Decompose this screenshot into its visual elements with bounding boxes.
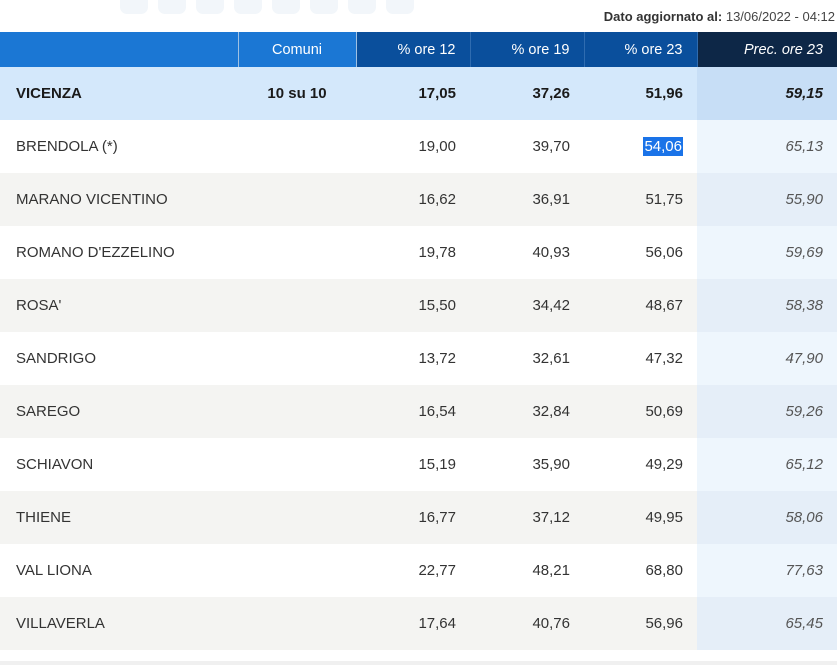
municipality-comuni [238, 544, 356, 597]
municipality-prec: 65,13 [697, 120, 837, 173]
municipality-ore-12: 19,00 [356, 120, 470, 173]
municipality-name: ROMANO D'EZZELINO [0, 226, 238, 279]
municipality-prec: 47,90 [697, 332, 837, 385]
municipality-ore-12: 16,77 [356, 491, 470, 544]
municipality-ore-12: 17,64 [356, 597, 470, 650]
municipality-name: SAREGO [0, 385, 238, 438]
municipality-comuni [238, 438, 356, 491]
municipality-ore-12: 16,62 [356, 173, 470, 226]
table-row[interactable]: VAL LIONA 22,77 48,21 68,80 77,63 [0, 544, 837, 597]
municipality-ore-23: 49,95 [584, 491, 697, 544]
municipality-ore-12: 19,78 [356, 226, 470, 279]
municipality-prec: 59,26 [697, 385, 837, 438]
municipality-prec: 65,12 [697, 438, 837, 491]
municipality-prec: 58,38 [697, 279, 837, 332]
municipality-name: VAL LIONA [0, 544, 238, 597]
municipality-ore-23: 54,06 [584, 120, 697, 173]
municipality-ore-19: 34,42 [470, 279, 584, 332]
municipality-ore-19: 40,93 [470, 226, 584, 279]
municipality-name: VILLAVERLA [0, 597, 238, 650]
table-row[interactable]: ROMANO D'EZZELINO 19,78 40,93 56,06 59,69 [0, 226, 837, 279]
table-row[interactable]: THIENE 16,77 37,12 49,95 58,06 [0, 491, 837, 544]
header-ore-12[interactable]: % ore 12 [356, 32, 471, 67]
province-ore-23: 51,96 [584, 67, 697, 120]
header-ore-19[interactable]: % ore 19 [470, 32, 585, 67]
header-comuni[interactable]: Comuni [238, 32, 357, 67]
municipality-ore-19: 48,21 [470, 544, 584, 597]
table-row[interactable]: SAREGO 16,54 32,84 50,69 59,26 [0, 385, 837, 438]
municipality-ore-23: 50,69 [584, 385, 697, 438]
municipality-prec: 59,69 [697, 226, 837, 279]
municipality-comuni [238, 332, 356, 385]
municipality-ore-23: 48,67 [584, 279, 697, 332]
turnout-table: Comuni % ore 12 % ore 19 % ore 23 Prec. … [0, 32, 837, 650]
table-row[interactable]: VILLAVERLA 17,64 40,76 56,96 65,45 [0, 597, 837, 650]
municipality-comuni [238, 597, 356, 650]
municipality-prec: 55,90 [697, 173, 837, 226]
table-header-row: Comuni % ore 12 % ore 19 % ore 23 Prec. … [0, 32, 837, 67]
municipality-ore-12: 13,72 [356, 332, 470, 385]
municipality-ore-23: 56,96 [584, 597, 697, 650]
last-updated-value: 13/06/2022 - 04:12 [725, 9, 835, 24]
municipality-ore-12: 22,77 [356, 544, 470, 597]
province-prec: 59,15 [697, 67, 837, 120]
table-bottom-border [0, 661, 837, 665]
municipality-name: MARANO VICENTINO [0, 173, 238, 226]
municipality-ore-19: 39,70 [470, 120, 584, 173]
municipality-ore-12: 15,19 [356, 438, 470, 491]
municipality-ore-12: 15,50 [356, 279, 470, 332]
header-name [0, 32, 239, 67]
municipality-ore-19: 35,90 [470, 438, 584, 491]
province-row[interactable]: VICENZA 10 su 10 17,05 37,26 51,96 59,15 [0, 67, 837, 120]
municipality-ore-23: 56,06 [584, 226, 697, 279]
municipality-comuni [238, 226, 356, 279]
header-ore-23[interactable]: % ore 23 [584, 32, 698, 67]
table-row[interactable]: ROSA' 15,50 34,42 48,67 58,38 [0, 279, 837, 332]
province-ore-12: 17,05 [356, 67, 470, 120]
municipality-comuni [238, 491, 356, 544]
municipality-name: THIENE [0, 491, 238, 544]
municipality-name: BRENDOLA (*) [0, 120, 238, 173]
header-prec-ore-23[interactable]: Prec. ore 23 [697, 32, 837, 67]
municipality-comuni [238, 120, 356, 173]
selected-text[interactable]: 54,06 [643, 137, 683, 156]
municipality-prec: 65,45 [697, 597, 837, 650]
municipality-ore-23: 49,29 [584, 438, 697, 491]
municipality-comuni [238, 385, 356, 438]
province-name: VICENZA [0, 67, 238, 120]
municipality-ore-19: 32,61 [470, 332, 584, 385]
municipality-ore-19: 32,84 [470, 385, 584, 438]
municipality-ore-19: 40,76 [470, 597, 584, 650]
province-comuni: 10 su 10 [238, 67, 356, 120]
municipality-ore-19: 37,12 [470, 491, 584, 544]
municipality-comuni [238, 173, 356, 226]
table-row[interactable]: MARANO VICENTINO 16,62 36,91 51,75 55,90 [0, 173, 837, 226]
municipality-ore-23: 68,80 [584, 544, 697, 597]
municipality-ore-19: 36,91 [470, 173, 584, 226]
municipality-comuni [238, 279, 356, 332]
municipality-name: ROSA' [0, 279, 238, 332]
header-decoration [120, 0, 440, 26]
municipality-prec: 58,06 [697, 491, 837, 544]
municipality-ore-23: 51,75 [584, 173, 697, 226]
table-row[interactable]: SCHIAVON 15,19 35,90 49,29 65,12 [0, 438, 837, 491]
municipality-ore-12: 16,54 [356, 385, 470, 438]
municipality-ore-23: 47,32 [584, 332, 697, 385]
last-updated: Dato aggiornato al: 13/06/2022 - 04:12 [604, 9, 835, 24]
table-row[interactable]: SANDRIGO 13,72 32,61 47,32 47,90 [0, 332, 837, 385]
municipality-name: SANDRIGO [0, 332, 238, 385]
table-row[interactable]: BRENDOLA (*) 19,00 39,70 54,06 65,13 [0, 120, 837, 173]
last-updated-label: Dato aggiornato al: [603, 9, 723, 24]
municipality-prec: 77,63 [697, 544, 837, 597]
municipality-name: SCHIAVON [0, 438, 238, 491]
province-ore-19: 37,26 [470, 67, 584, 120]
